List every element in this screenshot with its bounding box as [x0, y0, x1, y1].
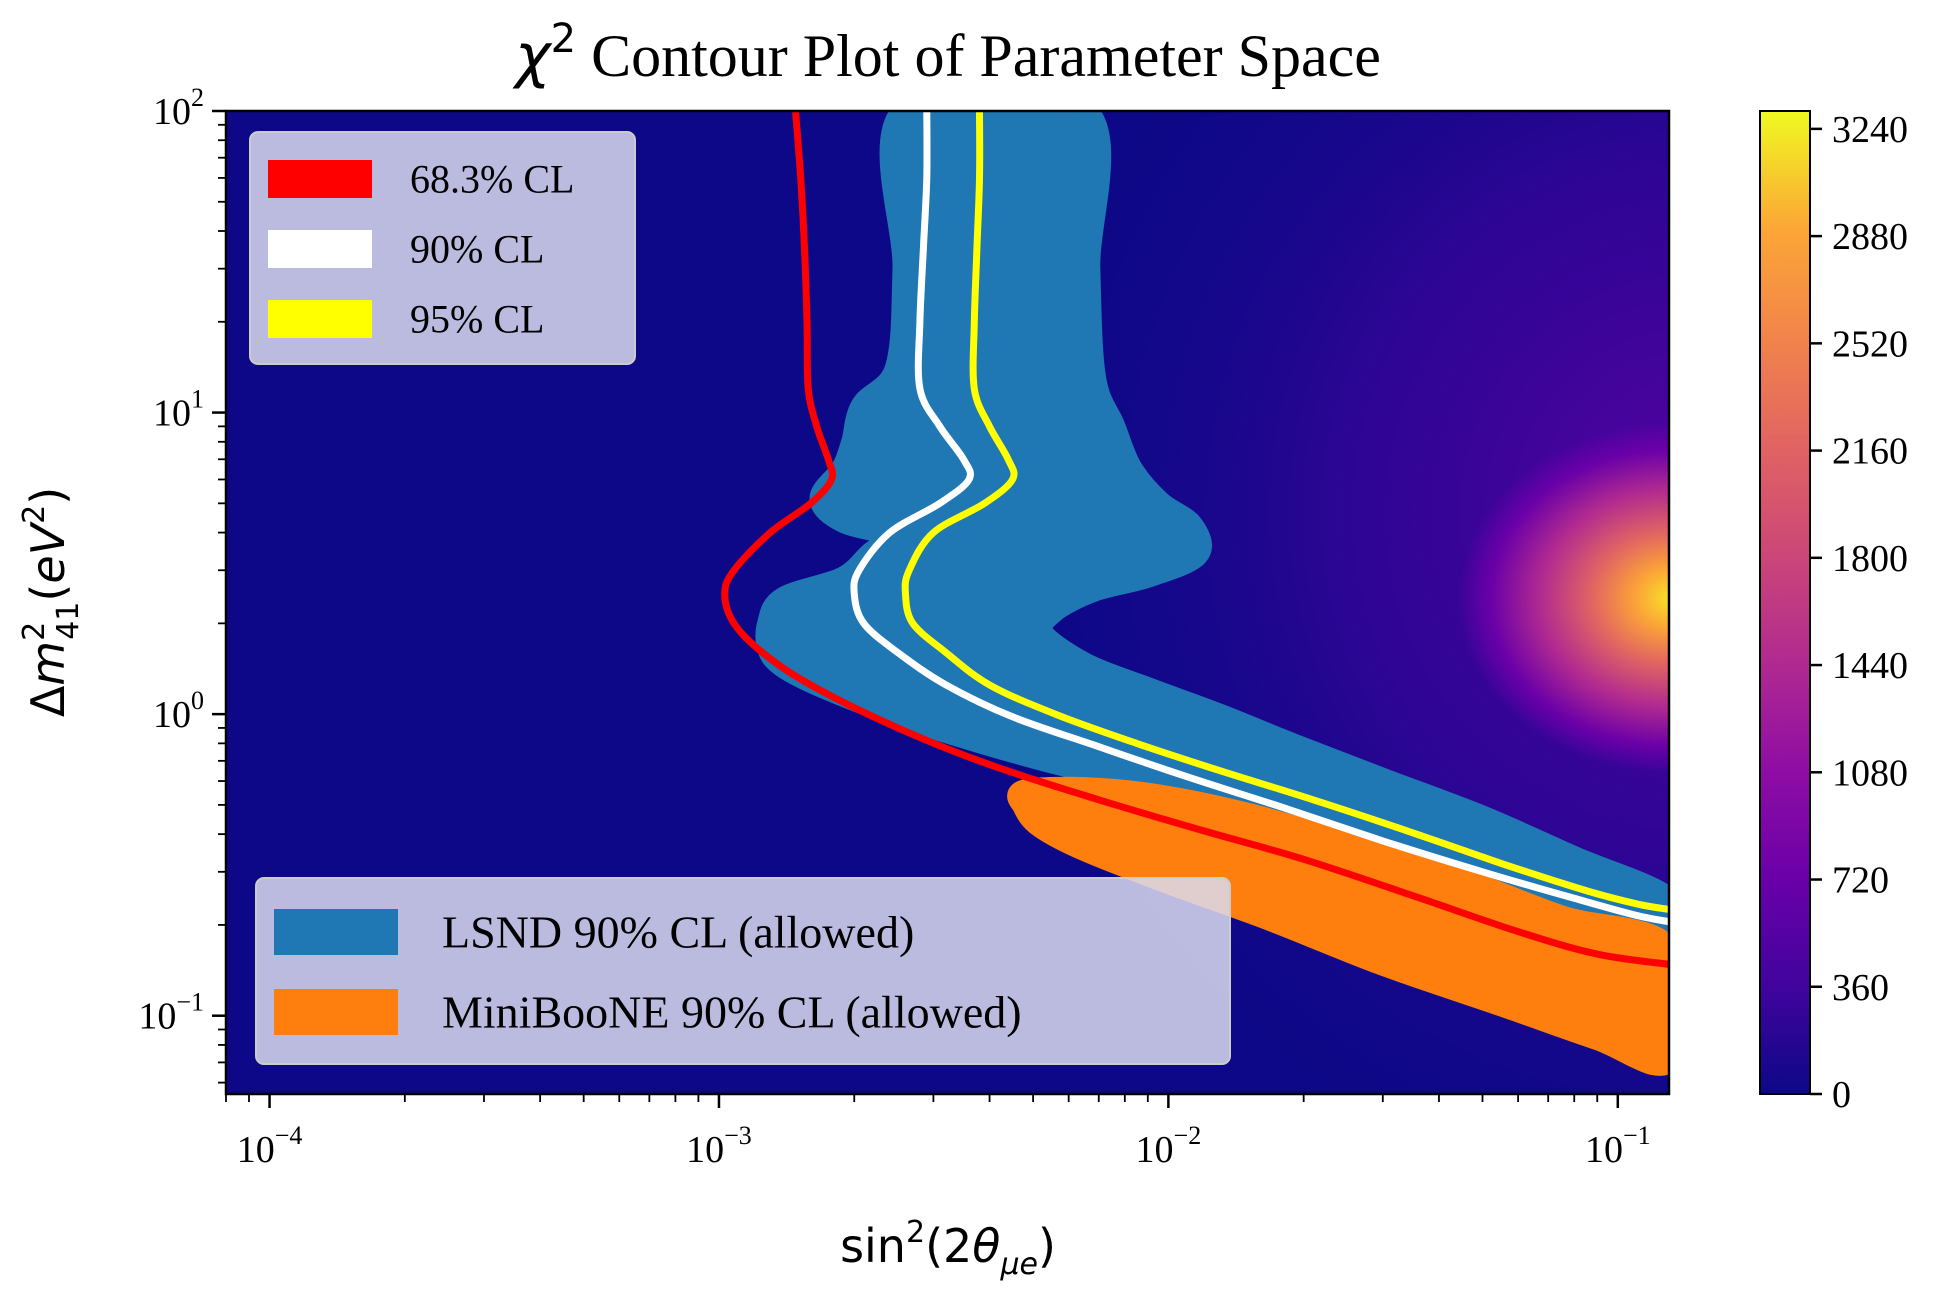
legend-label: LSND 90% CL (allowed) [442, 907, 914, 958]
heatmap-peak [1458, 423, 1669, 774]
colorbar-ticks: 0 360 720 1080 1440 1800 2160 2520 2880 3240 [1810, 109, 1908, 1116]
legend-swatch [268, 230, 372, 268]
colorbar: 0 360 720 1080 1440 1800 2160 2520 2880 3240 [1759, 109, 1908, 1116]
plot-area [226, 111, 1669, 1094]
title-text: Contour Plot of Parameter Space [576, 23, 1381, 89]
contour-line-95-cl [901, 111, 1669, 913]
y-tick-label: 10−1 [138, 988, 204, 1038]
legend-label: MiniBooNE 90% CL (allowed) [442, 987, 1022, 1038]
x-axis-label: sin2(2θμe) [840, 1215, 1056, 1282]
legend-swatch [268, 300, 372, 338]
colorbar-bar [1759, 110, 1811, 1095]
title-chi: χ [512, 21, 553, 91]
legend-swatch [268, 160, 372, 198]
chart-title: χ2 Contour Plot of Parameter Space [512, 16, 1381, 91]
y-tick-label: 102 [153, 83, 204, 133]
y-axis-label: Δm241(eV2) [17, 487, 86, 717]
colorbar-tick-label: 360 [1832, 967, 1889, 1009]
region-miniboone [1007, 776, 1669, 1076]
cl-contours [721, 111, 1669, 968]
colorbar-tick-label: 1080 [1832, 752, 1908, 794]
colorbar-tick-label: 1440 [1832, 645, 1908, 687]
plot-frame [224, 109, 1671, 1096]
legend-swatch [274, 989, 398, 1035]
colorbar-tick-label: 2880 [1832, 216, 1908, 258]
legend-label: 68.3% CL [410, 157, 574, 202]
y-tick-label: 100 [153, 686, 204, 736]
colorbar-tick-label: 1800 [1832, 538, 1908, 580]
x-tick-label: 10−1 [1585, 1121, 1651, 1171]
colorbar-tick-label: 2160 [1832, 431, 1908, 473]
colorbar-tick-label: 3240 [1832, 109, 1908, 151]
title-superscript: 2 [551, 16, 576, 62]
axes: 10−4 10−3 10−2 10−1 10−1 100 101 102 [138, 83, 1671, 1171]
legend-label: 95% CL [410, 297, 544, 342]
colorbar-tick-label: 0 [1832, 1074, 1851, 1116]
legend-label: 90% CL [410, 227, 544, 272]
colorbar-tick-label: 720 [1832, 860, 1889, 902]
contour-line-90-cl [850, 111, 1669, 926]
colorbar-tick-label: 2520 [1832, 323, 1908, 365]
legend-cl-lines: 68.3% CL 90% CL 95% CL [249, 131, 636, 365]
legend-swatch [274, 909, 398, 955]
legend-regions: LSND 90% CL (allowed) MiniBooNE 90% CL (a… [255, 877, 1231, 1065]
x-tick-label: 10−2 [1136, 1121, 1202, 1171]
allowed-regions [755, 111, 1669, 1076]
y-tick-label: 101 [153, 385, 204, 435]
x-tick-label: 10−4 [237, 1121, 303, 1171]
x-tick-label: 10−3 [686, 1121, 752, 1171]
contour-line-68-3-cl [721, 111, 1669, 968]
legend-frame [255, 877, 1231, 1065]
